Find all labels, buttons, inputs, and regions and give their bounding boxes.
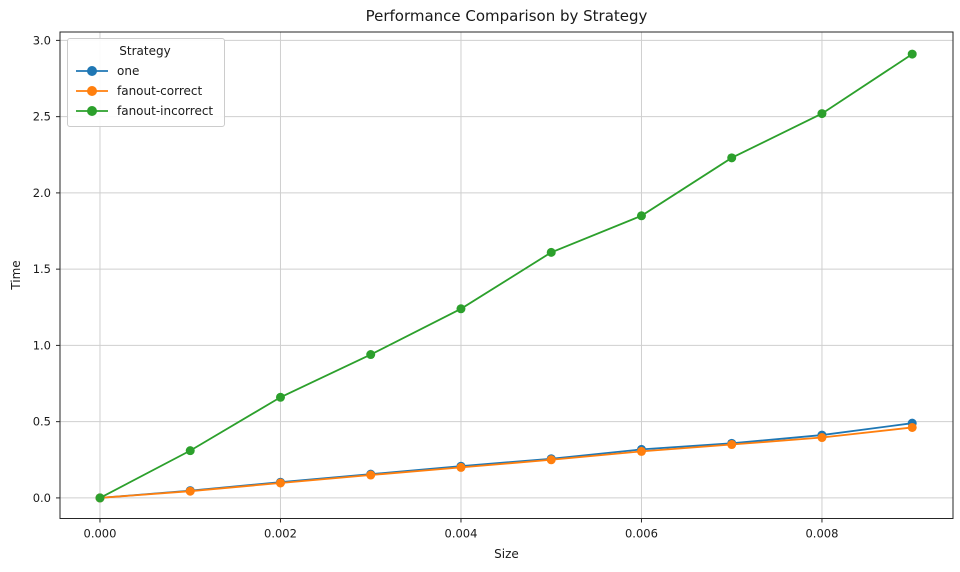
series-line-one (99, 422, 913, 499)
data-point-fanout-incorrect (546, 247, 556, 257)
data-point-fanout-incorrect (275, 392, 285, 402)
data-point-fanout-incorrect (185, 446, 195, 456)
y-axis-label: Time (9, 260, 23, 290)
axes-spine (59, 31, 954, 519)
x-axis-label: Size (494, 547, 519, 561)
legend-label: fanout-incorrect (117, 104, 214, 118)
legend-item-fanout-correct: fanout-correct (75, 81, 215, 101)
y-tick-label: 2.0 (33, 186, 51, 200)
chart-title: Performance Comparison by Strategy (365, 7, 648, 25)
legend-item-fanout-incorrect: fanout-incorrect (75, 101, 215, 121)
data-point-fanout-correct (817, 433, 827, 443)
data-point-fanout-incorrect (907, 49, 917, 59)
x-tick-label: 0.004 (445, 527, 478, 541)
data-point-fanout-correct (907, 422, 917, 432)
legend-label: one (117, 64, 140, 78)
data-point-fanout-incorrect (817, 109, 827, 119)
data-point-fanout-correct (727, 440, 737, 450)
y-tick-label: 2.5 (33, 110, 51, 124)
legend-item-one: one (75, 61, 215, 81)
legend-label: fanout-correct (117, 84, 203, 98)
data-point-fanout-incorrect (366, 350, 376, 360)
series-line-fanout-correct (99, 426, 913, 499)
legend: Strategy one fanout-correct fanout-incor… (67, 38, 225, 127)
data-point-fanout-correct (275, 478, 285, 488)
legend-marker-icon (76, 86, 108, 96)
series-line-fanout-incorrect (99, 53, 913, 499)
x-tick-label: 0.000 (84, 527, 117, 541)
x-tick-label: 0.006 (625, 527, 658, 541)
legend-marker-icon (76, 106, 108, 116)
data-point-fanout-incorrect (636, 211, 646, 221)
data-point-fanout-correct (456, 462, 466, 472)
data-point-fanout-incorrect (95, 493, 105, 503)
data-point-fanout-correct (185, 486, 195, 496)
x-tick-label: 0.002 (264, 527, 297, 541)
data-point-fanout-incorrect (456, 304, 466, 314)
y-tick-label: 0.5 (33, 415, 51, 429)
data-point-fanout-correct (546, 455, 556, 465)
x-tick-label: 0.008 (805, 527, 838, 541)
y-tick-label: 3.0 (33, 33, 51, 47)
legend-marker-icon (76, 66, 108, 76)
legend-title: Strategy (119, 44, 171, 58)
data-point-fanout-incorrect (727, 153, 737, 163)
data-point-fanout-correct (636, 446, 646, 456)
data-point-fanout-correct (366, 470, 376, 480)
y-tick-label: 0.0 (33, 491, 51, 505)
y-tick-label: 1.5 (33, 262, 51, 276)
y-tick-label: 1.0 (33, 338, 51, 352)
